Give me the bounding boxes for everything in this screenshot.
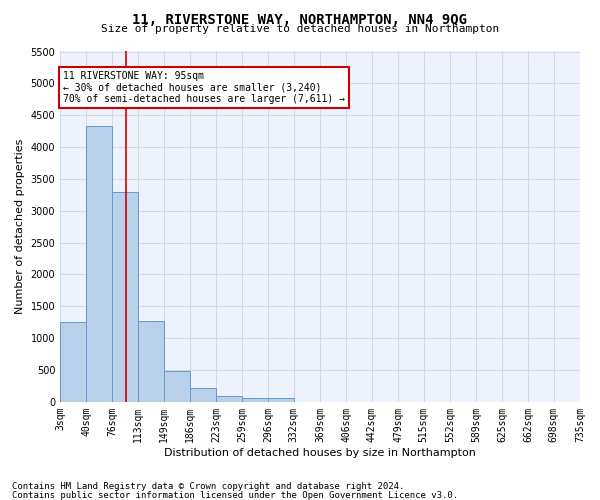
Bar [112,192,138,402]
Text: Contains public sector information licensed under the Open Government Licence v3: Contains public sector information licen… [12,490,458,500]
Bar [242,398,268,402]
Text: 11 RIVERSTONE WAY: 95sqm
← 30% of detached houses are smaller (3,240)
70% of sem: 11 RIVERSTONE WAY: 95sqm ← 30% of detach… [63,70,345,104]
Text: Contains HM Land Registry data © Crown copyright and database right 2024.: Contains HM Land Registry data © Crown c… [12,482,404,491]
Text: 11, RIVERSTONE WAY, NORTHAMPTON, NN4 9QG: 11, RIVERSTONE WAY, NORTHAMPTON, NN4 9QG [133,12,467,26]
Text: Size of property relative to detached houses in Northampton: Size of property relative to detached ho… [101,24,499,34]
X-axis label: Distribution of detached houses by size in Northampton: Distribution of detached houses by size … [164,448,476,458]
Bar [268,398,294,402]
Bar [86,126,112,402]
Y-axis label: Number of detached properties: Number of detached properties [15,139,25,314]
Bar [164,372,190,402]
Bar [190,388,217,402]
Bar [60,322,86,402]
Bar [217,396,242,402]
Bar [138,321,164,402]
